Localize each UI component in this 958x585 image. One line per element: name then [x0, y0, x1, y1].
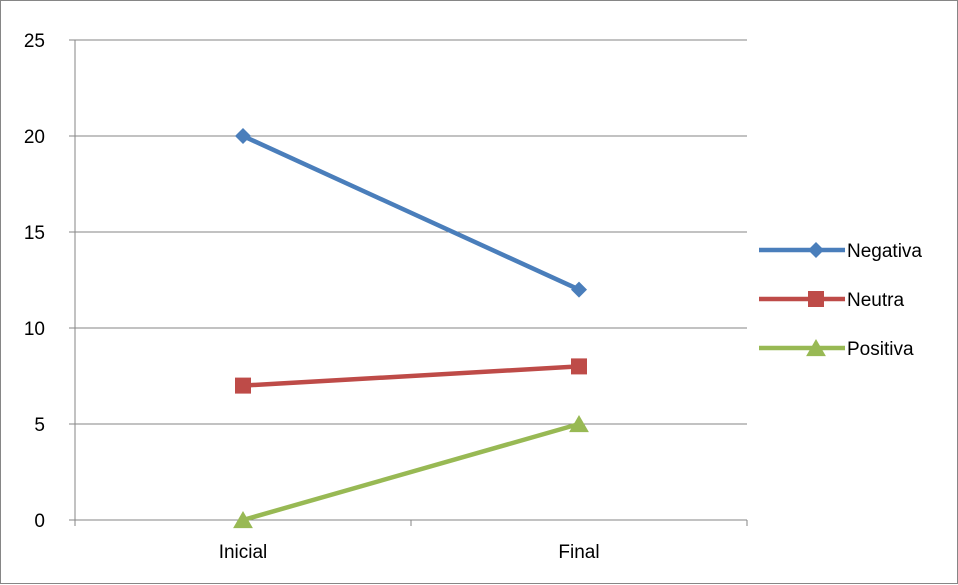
y-tick-label-20: 20	[24, 127, 45, 148]
y-tick-label-25: 25	[24, 31, 45, 52]
data-point-positiva-final	[569, 415, 589, 433]
series-line-positiva	[242, 421, 580, 523]
legend-item-negativa: Negativa	[759, 241, 922, 262]
x-tick-label-inicial: Inicial	[219, 542, 268, 563]
series-negativa	[235, 128, 587, 298]
axes	[69, 39, 748, 526]
x-tick-label-final: Final	[558, 542, 599, 563]
x-axis-tick-labels: Inicial Final	[219, 542, 600, 563]
data-point-neutra-final	[571, 358, 587, 375]
series-line-neutra	[242, 364, 580, 388]
legend-label-negativa: Negativa	[847, 241, 922, 262]
gridlines	[75, 39, 747, 425]
y-axis-tick-labels: 0 5 10 15 20 25	[24, 31, 45, 532]
series-neutra	[235, 358, 587, 394]
legend-marker-positiva	[806, 339, 826, 357]
series-line-negativa	[242, 133, 580, 292]
y-tick-label-10: 10	[24, 319, 45, 340]
y-tick-label-0: 0	[34, 511, 45, 532]
legend-item-positiva: Positiva	[759, 339, 914, 360]
data-point-neutra-inicial	[235, 377, 251, 394]
series-positiva	[233, 415, 589, 529]
legend-label-neutra: Neutra	[847, 290, 904, 311]
data-point-positiva-inicial	[233, 511, 253, 529]
data-point-negativa-final	[571, 281, 587, 298]
y-tick-label-15: 15	[24, 223, 45, 244]
legend-marker-neutra	[808, 291, 824, 307]
legend: Negativa Neutra Positiva	[759, 241, 922, 360]
legend-label-positiva: Positiva	[847, 339, 914, 360]
legend-marker-negativa	[808, 242, 824, 258]
data-point-negativa-inicial	[235, 128, 251, 144]
series	[233, 128, 589, 529]
legend-item-neutra: Neutra	[759, 290, 904, 311]
y-tick-label-5: 5	[34, 415, 45, 436]
